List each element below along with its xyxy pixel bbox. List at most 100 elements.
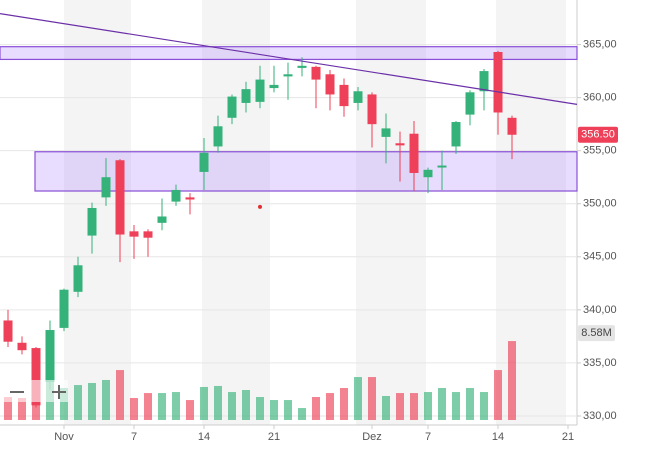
volume-bar <box>4 397 12 420</box>
week-band <box>356 0 426 425</box>
candle-body <box>17 342 27 351</box>
x-tick-label: 21 <box>268 431 280 443</box>
volume-bar <box>158 393 166 420</box>
candle-body <box>45 330 55 383</box>
price-label: 356.50 <box>581 129 615 141</box>
volume-bar <box>18 398 26 420</box>
zoom-controls[interactable] <box>2 380 68 402</box>
volume-bar <box>466 387 474 420</box>
volume-bar <box>326 393 334 420</box>
candle-body <box>143 231 153 238</box>
candle-body <box>3 320 13 342</box>
candle-body <box>255 79 265 102</box>
candle-body <box>115 160 125 235</box>
volume-bar <box>130 398 138 420</box>
candle-body <box>297 65 307 68</box>
volume-bar <box>172 392 180 420</box>
y-tick-label: 360,00 <box>583 92 617 104</box>
x-tick-label: 7 <box>131 431 137 443</box>
candle-body <box>283 74 293 77</box>
candle-body <box>31 348 41 406</box>
volume-bar <box>410 393 418 420</box>
candle-body <box>507 117 517 135</box>
volume-bar <box>508 341 516 420</box>
candle-body <box>87 207 97 236</box>
candle-body <box>59 289 69 328</box>
y-tick-label: 345,00 <box>583 251 617 263</box>
candle-body <box>157 216 167 223</box>
volume-bar <box>116 370 124 420</box>
candle-body <box>367 94 377 125</box>
volume-bar <box>368 377 376 420</box>
candle-body <box>311 66 321 80</box>
week-band <box>496 0 566 425</box>
volume-bar <box>452 392 460 420</box>
candle-body <box>493 51 503 113</box>
x-tick-label: Dez <box>362 431 382 443</box>
candle-body <box>479 71 489 92</box>
volume-bar <box>354 377 362 420</box>
volume-bar <box>480 392 488 420</box>
volume-bar <box>396 393 404 420</box>
y-tick-label: 340,00 <box>583 304 617 316</box>
volume-bar <box>214 385 222 420</box>
candle-body <box>423 169 433 178</box>
volume-bar <box>228 392 236 420</box>
y-tick-label: 365,00 <box>583 38 617 50</box>
y-tick-label: 355,00 <box>583 145 617 157</box>
candle-body <box>325 74 335 95</box>
volume-badge <box>578 325 615 342</box>
volume-bar <box>102 379 110 420</box>
candle-body <box>409 133 419 173</box>
volume-bar <box>270 400 278 420</box>
volume-bar <box>256 397 264 420</box>
candle-body <box>339 84 349 107</box>
zoom-bg <box>2 380 68 402</box>
candle-body <box>73 265 83 292</box>
volume-bar <box>382 395 390 420</box>
y-tick-label: 350,00 <box>583 198 617 210</box>
candle-body <box>129 231 139 237</box>
marker-dot <box>258 204 262 209</box>
candle-body <box>465 92 475 115</box>
volume-label: 8.58M <box>581 327 612 339</box>
candle-body <box>171 189 181 202</box>
candle-body <box>269 84 279 89</box>
volume-bar <box>144 393 152 420</box>
week-band <box>202 0 270 425</box>
x-tick-label: 14 <box>492 431 504 443</box>
x-tick-label: Nov <box>54 431 74 443</box>
zone <box>34 151 578 192</box>
x-tick-label: 7 <box>425 431 431 443</box>
volume-bar <box>424 392 432 420</box>
volume-bar <box>312 397 320 420</box>
candle-body <box>381 128 391 137</box>
price-badge <box>578 126 618 143</box>
volume-bar <box>88 383 96 420</box>
volume-bar <box>60 387 68 420</box>
volume-bar <box>340 387 348 420</box>
zone <box>0 46 578 61</box>
y-tick-label: 335,00 <box>583 357 617 369</box>
x-tick-label: 21 <box>562 431 574 443</box>
trendline <box>0 13 578 105</box>
volume-bar <box>494 370 502 420</box>
volume-bar <box>284 400 292 420</box>
y-tick-label: 330,00 <box>583 410 617 422</box>
candle-body <box>101 177 111 198</box>
volume-bar <box>242 390 250 420</box>
candle-body <box>227 96 237 118</box>
candle-body <box>395 143 405 146</box>
volume-bar <box>74 385 82 420</box>
candle-body <box>437 165 447 168</box>
candle-body <box>213 126 223 147</box>
candle-body <box>353 91 363 103</box>
candle-body <box>185 197 195 200</box>
candle-body <box>241 89 251 103</box>
volume-bar <box>298 408 306 420</box>
x-tick-label: 14 <box>198 431 210 443</box>
volume-bar <box>200 386 208 420</box>
volume-bar <box>186 400 194 420</box>
candle-body <box>451 122 461 147</box>
